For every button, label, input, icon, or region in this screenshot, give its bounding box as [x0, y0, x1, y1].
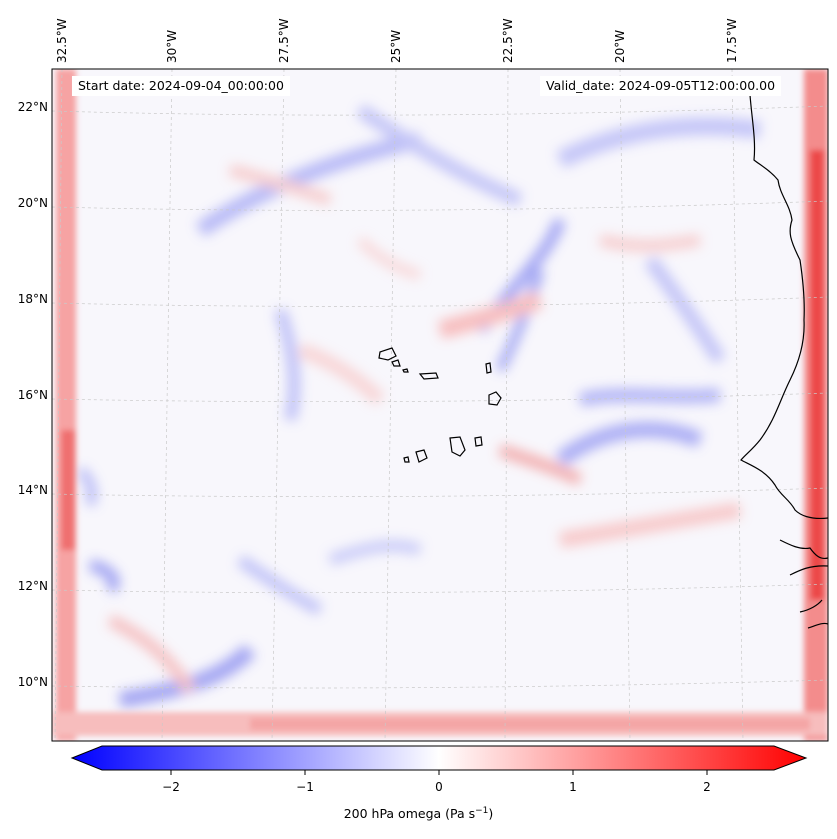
lon-label: 32.5°W [55, 18, 69, 63]
colorbar-label-text: 200 hPa omega (Pa s [343, 806, 476, 822]
colorbar [70, 745, 808, 775]
colorbar-bar [70, 745, 808, 771]
lon-label: 25°W [389, 29, 403, 63]
lat-label: 22°N [17, 100, 48, 114]
map-frame [51, 68, 829, 742]
lon-label: 27.5°W [277, 18, 291, 63]
colorbar-tick-label: 1 [569, 780, 577, 794]
colorbar-tick-label: −2 [162, 780, 180, 794]
lat-label: 12°N [17, 579, 48, 593]
start-date-label: Start date: 2024-09-04_00:00:00 [72, 76, 290, 96]
colorbar-tick-label: 2 [703, 780, 711, 794]
valid-date-label: Valid_date: 2024-09-05T12:00:00.00 [540, 76, 782, 96]
lat-label: 20°N [17, 196, 48, 210]
gridlines [52, 69, 828, 741]
lat-label: 16°N [17, 388, 48, 402]
lon-label: 22.5°W [501, 18, 515, 63]
lon-label: 30°W [165, 29, 179, 63]
colorbar-tick-label: 0 [435, 780, 443, 794]
lon-label: 20°W [613, 29, 627, 63]
omega-field [52, 69, 828, 741]
lat-label: 18°N [17, 292, 48, 306]
lat-label: 14°N [17, 483, 48, 497]
colorbar-label: 200 hPa omega (Pa s−1) [0, 806, 837, 821]
lon-label: 17.5°W [725, 18, 739, 63]
coastlines [378, 94, 828, 629]
colorbar-tick-label: −1 [296, 780, 314, 794]
lat-label: 10°N [17, 675, 48, 689]
colorbar-label-close: ) [488, 806, 494, 822]
colorbar-label-exponent: −1 [475, 806, 489, 816]
